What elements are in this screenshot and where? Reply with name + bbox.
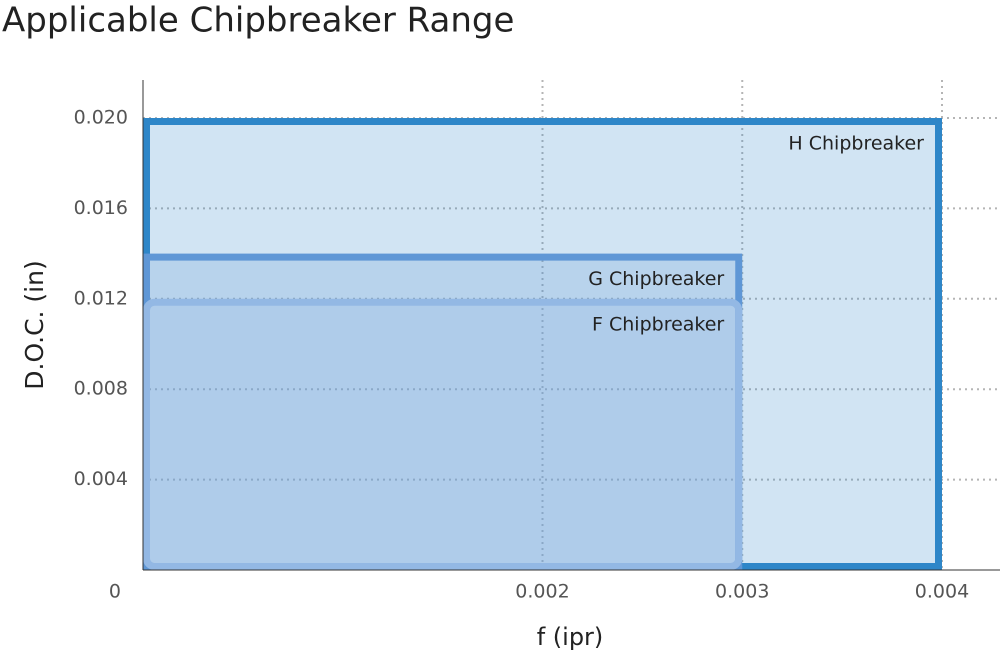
- y-tick-label: 0.012: [74, 287, 128, 309]
- series-label: F Chipbreaker: [592, 313, 724, 335]
- range-box: [143, 118, 942, 570]
- y-tick-label: 0.004: [74, 468, 128, 490]
- range-box: [143, 298, 743, 570]
- series-label: H Chipbreaker: [788, 133, 924, 155]
- plot-area: H Chipbreaker G Chipbreaker F Chipbreaker: [143, 118, 942, 570]
- x-axis-label: f (ipr): [537, 623, 604, 651]
- series-label: G Chipbreaker: [588, 268, 724, 290]
- x-tick-label: 0: [109, 581, 121, 603]
- y-tick-label: 0.016: [74, 197, 128, 219]
- y-tick-label: 0.008: [74, 378, 128, 400]
- y-axis-label: D.O.C. (in): [20, 260, 49, 389]
- chart-title: Applicable Chipbreaker Range: [2, 1, 514, 41]
- x-tick-label: 0.003: [715, 581, 769, 603]
- y-tick-label: 0.020: [74, 107, 128, 129]
- x-tick-label: 0.004: [915, 581, 969, 603]
- x-tick-label: 0.002: [515, 581, 569, 603]
